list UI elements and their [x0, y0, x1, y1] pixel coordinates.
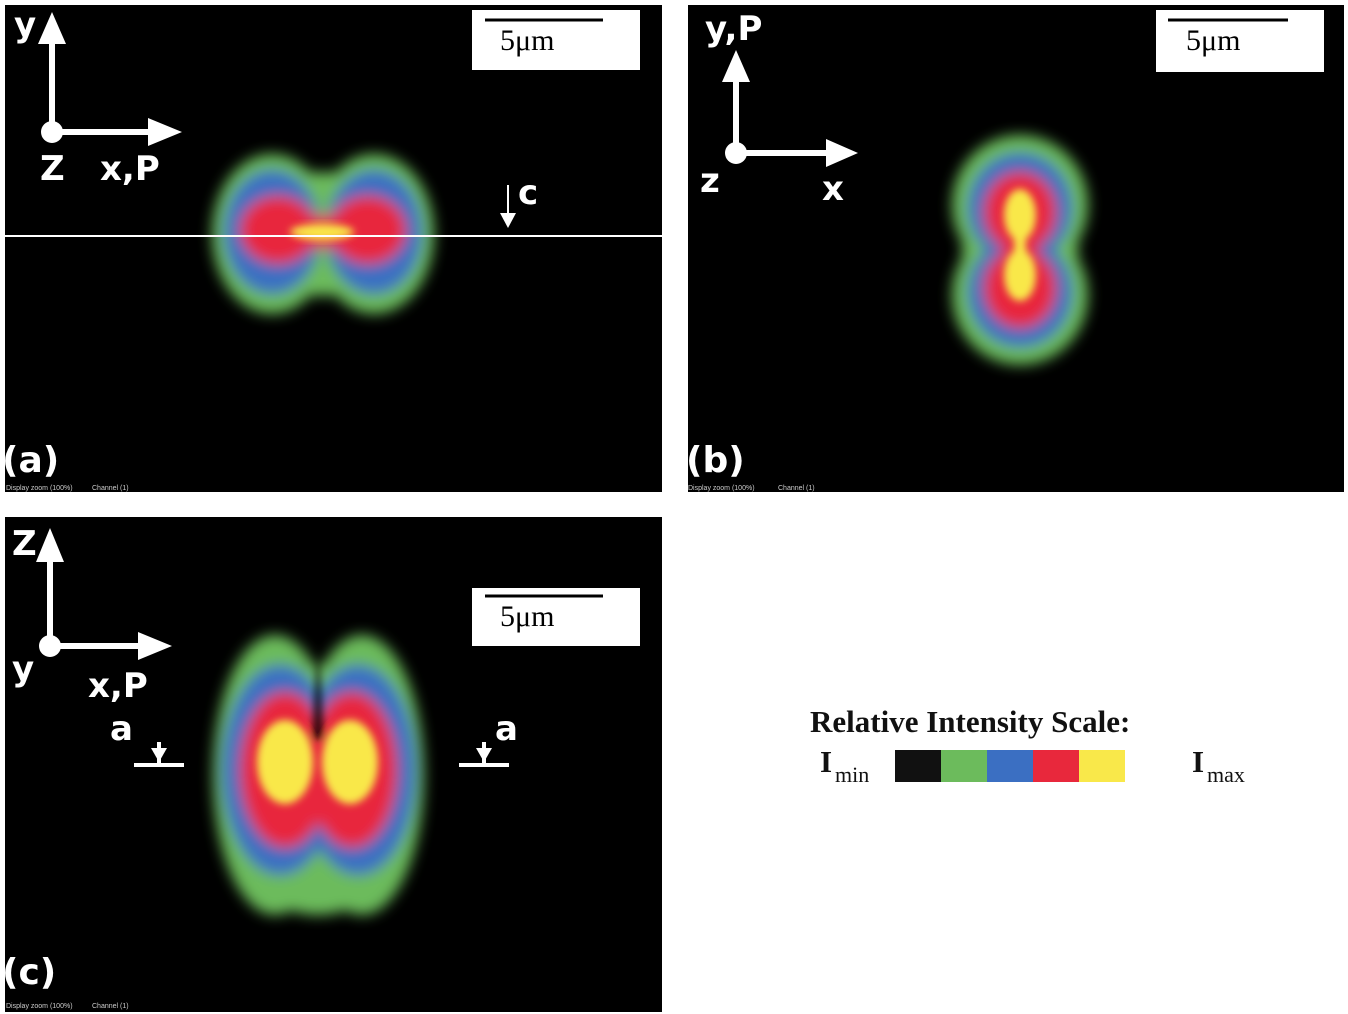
axis-label: z [700, 161, 720, 201]
legend-swatch [1079, 750, 1125, 782]
scale-label: 5μm [500, 600, 554, 633]
blob-core [290, 224, 354, 240]
legend-max-symbol: I [1192, 744, 1204, 779]
footer-text: Channel (1) [92, 1003, 129, 1010]
axis-label: x,P [100, 149, 160, 189]
axis-origin [725, 142, 747, 164]
footer-text: Channel (1) [92, 485, 129, 492]
panel-label: (b) [686, 440, 745, 481]
axis-label: x,P [88, 666, 148, 706]
scale-label: 5μm [500, 24, 554, 57]
axis-label: y [14, 5, 36, 45]
legend-swatch [941, 750, 987, 782]
legend-swatch [987, 750, 1033, 782]
legend-title: Relative Intensity Scale: [810, 704, 1130, 739]
axis-label: Z [12, 524, 37, 564]
axis-label: x [822, 169, 844, 209]
section-marker: a [495, 709, 518, 749]
footer-text: Display zoom (100%) [688, 485, 755, 492]
footer-text: Display zoom (100%) [6, 485, 73, 492]
page: y Z x,P c 5μm (a) Display zoom (100%) Ch… [0, 0, 1348, 1014]
figure: y Z x,P c 5μm (a) Display zoom (100%) Ch… [0, 0, 1348, 1014]
footer-text: Channel (1) [778, 485, 815, 492]
panel-c: Z y x,P a a 5μm (c) Display zoom (100%) … [2, 517, 662, 1012]
blob-layer [322, 720, 378, 804]
panel-label: (c) [2, 952, 56, 993]
section-marker: c [518, 173, 538, 213]
panel-label: (a) [2, 440, 59, 481]
legend-swatch [895, 750, 941, 782]
blob-layer [1014, 215, 1026, 275]
section-marker: a [110, 709, 133, 749]
axis-label: y,P [705, 9, 762, 49]
legend-min-subscript: min [835, 762, 869, 787]
legend-swatch [1033, 750, 1079, 782]
legend-max-subscript: max [1207, 762, 1245, 787]
axis-origin [41, 121, 63, 143]
legend-min-symbol: I [820, 744, 832, 779]
panel-b: y,P z x 5μm (b) Display zoom (100%) Chan… [686, 5, 1344, 492]
footer-text: Display zoom (100%) [6, 1003, 73, 1010]
blob-layer [257, 720, 313, 804]
axis-label: Z [40, 149, 65, 189]
axis-label: y [12, 649, 34, 689]
axis-origin [39, 635, 61, 657]
intensity-legend: Relative Intensity Scale: I min I max [810, 704, 1245, 787]
scale-label: 5μm [1186, 24, 1240, 57]
panel-a: y Z x,P c 5μm (a) Display zoom (100%) Ch… [2, 5, 662, 492]
